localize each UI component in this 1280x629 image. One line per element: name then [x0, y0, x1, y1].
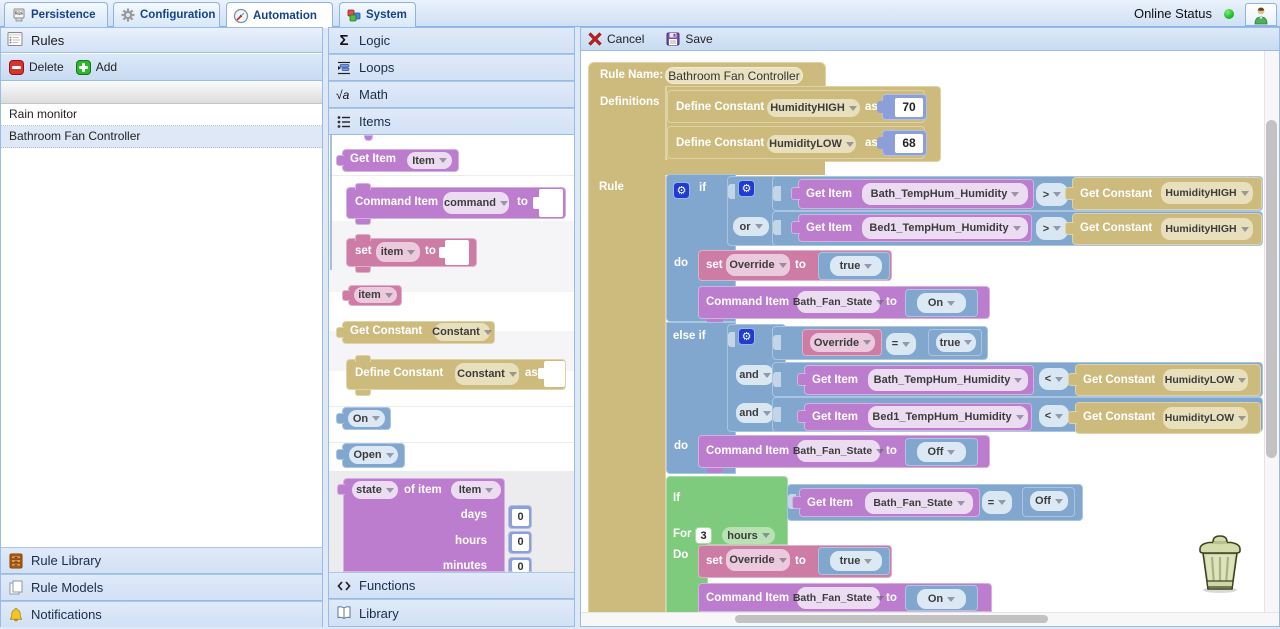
svg-text:SQL: SQL — [15, 10, 24, 15]
